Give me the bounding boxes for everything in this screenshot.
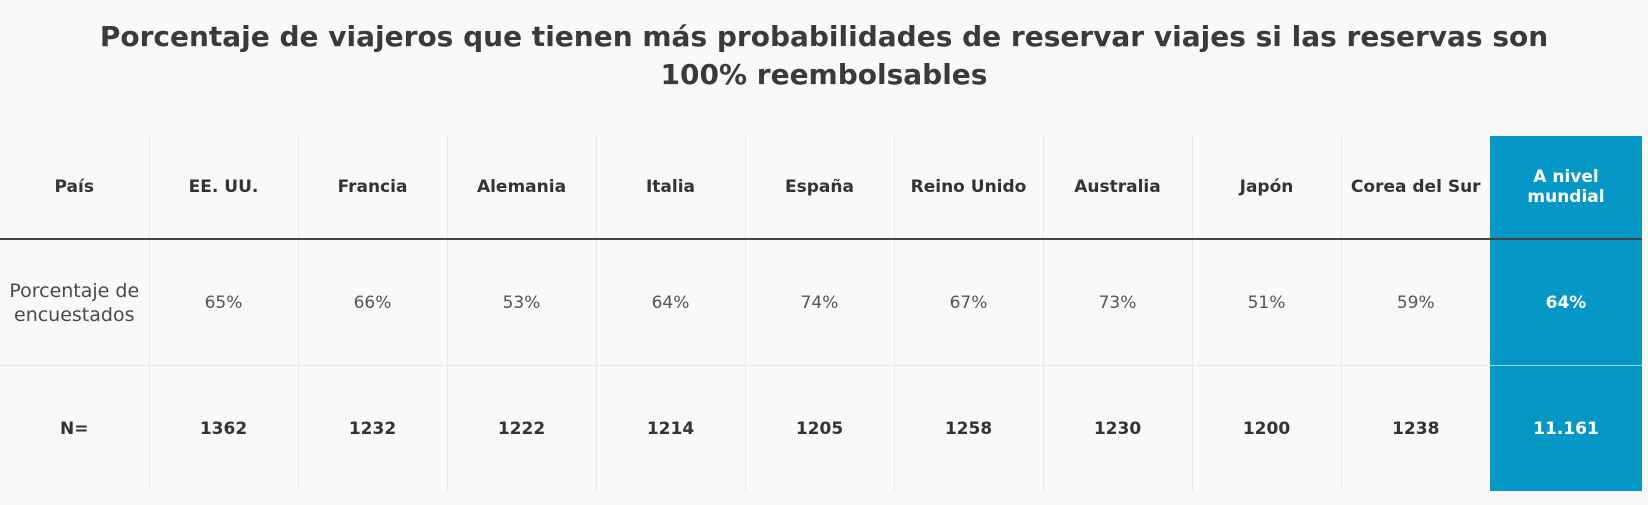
- sample-size-cell: 1222: [446, 365, 596, 491]
- sample-size-cell: 1238: [1340, 365, 1490, 491]
- row-label-percentage: Porcentaje de encuestados: [0, 239, 149, 366]
- percentage-cell: 51%: [1191, 239, 1341, 366]
- sample-size-cell: 1362: [148, 365, 298, 491]
- header-cell: Japón: [1191, 136, 1341, 240]
- percentage-cell: 59%: [1340, 239, 1490, 366]
- header-cell: Francia: [297, 136, 447, 240]
- header-cell-pais: País: [0, 136, 149, 240]
- sample-size-cell-global: 11.161: [1490, 365, 1642, 491]
- sample-size-cell: 1200: [1191, 365, 1341, 491]
- percentage-cell: 53%: [446, 239, 596, 366]
- table-row-percentage: Porcentaje de encuestados 65% 66% 53% 64…: [0, 239, 1642, 366]
- row-label-sample-size: N=: [60, 418, 89, 439]
- percentage-cell: 65%: [148, 239, 298, 366]
- header-cell: Australia: [1042, 136, 1192, 240]
- sample-size-cell: 1214: [595, 365, 745, 491]
- table-row-sample-size: N= 1362 1232 1222 1214 1205 1258 1230 12…: [0, 365, 1642, 491]
- data-table: País EE. UU. Francia Alemania Italia Esp…: [0, 136, 1642, 491]
- percentage-cell: 67%: [893, 239, 1043, 366]
- percentage-cell: 73%: [1042, 239, 1192, 366]
- sample-size-cell: 1258: [893, 365, 1043, 491]
- sample-size-cell: 1205: [744, 365, 894, 491]
- header-cell: Corea del Sur: [1340, 136, 1490, 240]
- percentage-cell: 74%: [744, 239, 894, 366]
- header-cell: EE. UU.: [148, 136, 298, 240]
- percentage-cell: 64%: [595, 239, 745, 366]
- header-cell: Reino Unido: [893, 136, 1043, 240]
- header-cell: Alemania: [446, 136, 596, 240]
- header-cell-global: A nivel mundial: [1490, 136, 1642, 240]
- percentage-cell: 66%: [297, 239, 447, 366]
- header-row: País EE. UU. Francia Alemania Italia Esp…: [0, 136, 1642, 240]
- percentage-cell-global: 64%: [1490, 239, 1642, 366]
- header-cell: España: [744, 136, 894, 240]
- sample-size-cell: 1232: [297, 365, 447, 491]
- chart-title: Porcentaje de viajeros que tienen más pr…: [99, 20, 1549, 91]
- sample-size-cell: 1230: [1042, 365, 1192, 491]
- header-cell: Italia: [595, 136, 745, 240]
